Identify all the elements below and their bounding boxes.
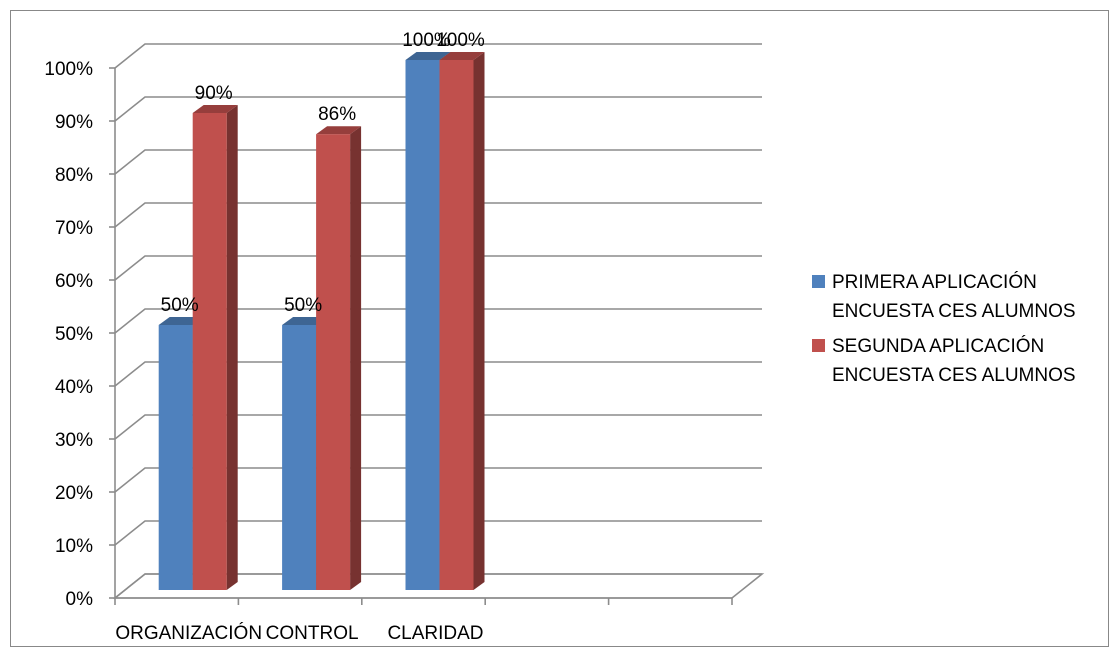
y-tick-label: 50% — [55, 324, 93, 345]
bar-side-face — [473, 52, 485, 590]
legend-label: ENCUESTA CES ALUMNOS — [832, 365, 1076, 386]
legend-swatch — [812, 275, 825, 288]
bar-front-face — [439, 60, 474, 590]
bar-top-face — [439, 52, 485, 60]
gridline — [114, 202, 762, 228]
data-labels: 50% 90% 50% 86% 100%100% — [161, 30, 485, 316]
bar-top-face — [282, 317, 328, 325]
bar-top-face — [192, 105, 238, 113]
data-label: 100% — [402, 30, 451, 51]
x-tick-label: CLARIDAD — [387, 623, 483, 644]
gridline — [114, 96, 762, 122]
legend-label: ENCUESTA CES ALUMNOS — [832, 301, 1076, 322]
data-label: 90% — [195, 83, 233, 104]
bar-side-face — [350, 126, 362, 590]
y-tick-label: 0% — [66, 589, 94, 610]
y-tick-label: 20% — [55, 483, 93, 504]
y-tick-labels: 0% 10% 20% 30% 40% 50% 60% 70% 80% 90% 100% — [44, 59, 93, 610]
gridline — [114, 149, 762, 175]
y-tick-label: 30% — [55, 430, 93, 451]
axes — [109, 67, 733, 605]
y-tick-label: 80% — [55, 165, 93, 186]
gridline — [114, 43, 762, 69]
bar-front-face — [316, 134, 351, 590]
bar-front-face — [405, 60, 440, 590]
bar-side-face — [226, 105, 238, 590]
gridlines — [112, 43, 765, 599]
x-tick-labels: ORGANIZACIÓN CONTROL CLARIDAD — [115, 622, 483, 644]
y-tick-label: 90% — [55, 112, 93, 133]
legend: PRIMERA APLICACIÓN ENCUESTA CES ALUMNOS SE… — [812, 271, 1076, 386]
data-label: 50% — [161, 295, 199, 316]
legend-swatch — [812, 339, 825, 352]
x-tick-label: CONTROL — [266, 623, 359, 644]
gridline — [114, 361, 762, 387]
gridline — [114, 520, 762, 546]
y-tick-label: 10% — [55, 536, 93, 557]
bar-top-face — [158, 317, 204, 325]
data-label: 86% — [318, 104, 356, 125]
bar-front-face — [282, 325, 317, 590]
y-tick-label: 70% — [55, 218, 93, 239]
bar — [439, 52, 485, 590]
x-tick-label: ORGANIZACIÓN — [115, 622, 262, 644]
gridline — [114, 308, 762, 334]
data-label: 100% — [436, 30, 485, 51]
data-label: 50% — [284, 295, 322, 316]
gridline — [114, 467, 762, 493]
bar-top-face — [405, 52, 451, 60]
legend-label: SEGUNDA APLICACIÓN — [832, 335, 1044, 357]
gridline — [114, 255, 762, 281]
y-tick-label: 100% — [44, 59, 93, 80]
bars — [158, 52, 485, 590]
gridline — [114, 414, 762, 440]
bar — [192, 105, 238, 590]
bar — [316, 126, 362, 590]
legend-label: PRIMERA APLICACIÓN — [832, 271, 1037, 293]
bar-top-face — [316, 126, 362, 135]
bar-front-face — [192, 113, 227, 590]
bar-front-face — [158, 325, 193, 590]
y-tick-label: 60% — [55, 271, 93, 292]
y-tick-label: 40% — [55, 377, 93, 398]
